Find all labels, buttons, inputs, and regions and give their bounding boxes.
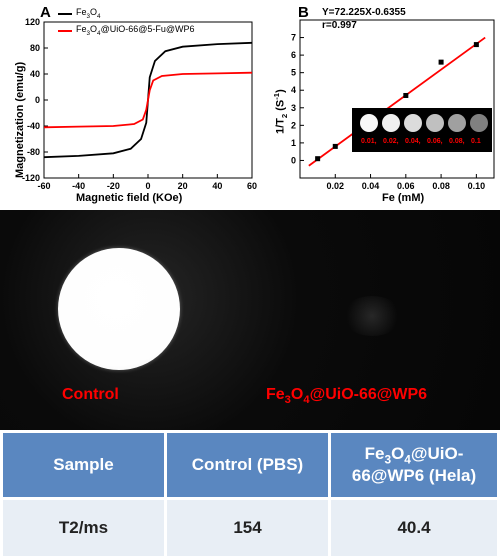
svg-text:-80: -80	[27, 147, 40, 157]
svg-text:-40: -40	[27, 121, 40, 131]
svg-text:7: 7	[291, 33, 296, 43]
panel-b-fit: Y=72.225X-0.6355 r=0.997	[322, 6, 406, 32]
panel-a-ylabel: Magnetization (emu/g)	[14, 62, 26, 178]
th-sample: Sample	[2, 432, 166, 499]
legend-item-1: Fe3O4@UiO-66@5-Fu@WP6	[58, 23, 195, 40]
faint-signal	[342, 296, 402, 336]
svg-text:40: 40	[212, 181, 222, 191]
svg-text:60: 60	[247, 181, 257, 191]
fit-line-1: r=0.997	[322, 19, 406, 32]
panel-a-label: A	[40, 4, 51, 21]
legend-text-1: Fe3O4@UiO-66@5-Fu@WP6	[76, 23, 195, 40]
top-row: A Fe3O4 Fe3O4@UiO-66@5-Fu@WP6 Magnetizat…	[0, 0, 500, 210]
inset-dot-1	[382, 114, 400, 132]
panel-b-xlabel: Fe (mM)	[382, 192, 424, 204]
legend-line-0	[58, 13, 72, 15]
svg-text:-40: -40	[72, 181, 85, 191]
svg-text:0: 0	[291, 155, 296, 165]
inset-label-4: 0.08,	[449, 138, 465, 145]
svg-text:120: 120	[25, 17, 40, 27]
mri-image: Control Fe3O4@UiO-66@WP6	[0, 210, 500, 430]
inset-label-0: 0.01,	[361, 138, 377, 145]
panel-b-ylabel: 1/T2 (S-1)	[272, 89, 289, 134]
inset-label-2: 0.04,	[405, 138, 421, 145]
panel-b: B Y=72.225X-0.6355 r=0.997 1/T2 (S-1) Fe…	[260, 0, 500, 210]
inset-label-3: 0.06,	[427, 138, 443, 145]
inset-dot-5	[470, 114, 488, 132]
panel-a: A Fe3O4 Fe3O4@UiO-66@5-Fu@WP6 Magnetizat…	[0, 0, 260, 210]
inset-label-1: 0.02,	[383, 138, 399, 145]
results-table: Sample Control (PBS) Fe3O4@UiO-66@WP6 (H…	[0, 430, 500, 559]
panel-a-legend: Fe3O4 Fe3O4@UiO-66@5-Fu@WP6	[58, 6, 195, 40]
svg-text:-20: -20	[107, 181, 120, 191]
svg-text:4: 4	[291, 85, 296, 95]
legend-text-0: Fe3O4	[76, 6, 101, 23]
fit-line-0: Y=72.225X-0.6355	[322, 6, 406, 19]
svg-text:0.08: 0.08	[432, 181, 450, 191]
svg-text:0.06: 0.06	[397, 181, 415, 191]
inset-dot-4	[448, 114, 466, 132]
svg-text:2: 2	[291, 120, 296, 130]
svg-text:0.10: 0.10	[468, 181, 486, 191]
table-header-row: Sample Control (PBS) Fe3O4@UiO-66@WP6 (H…	[2, 432, 499, 499]
inset-dot-2	[404, 114, 422, 132]
svg-text:80: 80	[30, 43, 40, 53]
inset-dot-0	[360, 114, 378, 132]
inset-label-5: 0.1	[471, 138, 481, 145]
svg-text:40: 40	[30, 69, 40, 79]
inset-dot-3	[426, 114, 444, 132]
legend-line-1	[58, 30, 72, 32]
th-control: Control (PBS)	[166, 432, 330, 499]
svg-text:0: 0	[145, 181, 150, 191]
mri-label-control: Control	[62, 386, 119, 404]
svg-text:6: 6	[291, 50, 296, 60]
svg-text:20: 20	[178, 181, 188, 191]
svg-text:0.02: 0.02	[327, 181, 345, 191]
svg-text:0.04: 0.04	[362, 181, 380, 191]
panel-b-label: B	[298, 4, 309, 21]
svg-text:3: 3	[291, 103, 296, 113]
legend-item-0: Fe3O4	[58, 6, 195, 23]
svg-text:0: 0	[35, 95, 40, 105]
control-circle	[58, 248, 180, 370]
th-composite: Fe3O4@UiO-66@WP6 (Hela)	[330, 432, 499, 499]
mri-label-sample: Fe3O4@UiO-66@WP6	[266, 386, 427, 406]
panel-a-xlabel: Magnetic field (KOe)	[76, 192, 182, 204]
panel-b-inset: 0.01, 0.02, 0.04, 0.06, 0.08, 0.1	[352, 108, 492, 152]
svg-text:5: 5	[291, 68, 296, 78]
svg-text:1: 1	[291, 138, 296, 148]
